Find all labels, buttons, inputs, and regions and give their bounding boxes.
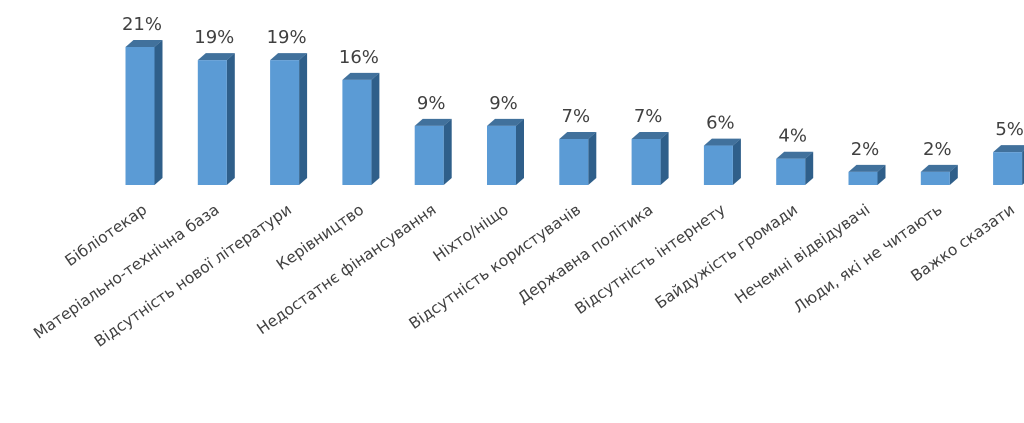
bar [849,165,886,185]
bar-front-face [776,159,805,185]
category-label: Байдужість громади [652,201,801,313]
bar-front-face [415,126,444,185]
data-label: 21% [122,14,162,35]
data-label: 16% [339,47,379,68]
bar-front-face [198,60,227,185]
bar-side-face [299,53,307,185]
bar-front-face [632,139,661,185]
data-label: 9% [417,93,446,114]
bar [126,40,163,185]
data-label: 7% [634,106,663,127]
data-label: 9% [489,93,518,114]
data-label: 7% [562,106,591,127]
data-label: 19% [267,27,307,48]
bar-side-face [444,119,452,185]
bar-front-face [993,152,1022,185]
data-label: 2% [923,139,952,160]
bar-side-face [227,53,235,185]
bar-front-face [559,139,588,185]
bar [487,119,524,185]
bar [776,152,813,185]
bar-front-face [126,47,155,185]
bar [921,165,958,185]
bar-front-face [704,146,733,185]
bar [342,73,379,185]
bar-front-face [849,172,878,185]
bar [632,132,669,185]
bar [559,132,596,185]
bar-front-face [270,60,299,185]
bar-front-face [342,80,371,185]
bar-front-face [487,126,516,185]
data-label: 19% [194,27,234,48]
data-label: 5% [995,119,1024,140]
bar-side-face [371,73,379,185]
bar-top-face [993,145,1024,152]
bar [993,145,1024,185]
bar [270,53,307,185]
data-label: 2% [851,139,880,160]
bar-front-face [921,172,950,185]
bar [198,53,235,185]
data-label: 4% [778,126,807,147]
data-label: 6% [706,113,735,134]
category-label: Нечемні відвідувачі [731,201,873,308]
bar [704,139,741,185]
bar-side-face [733,139,741,185]
bar-side-face [155,40,163,185]
bar-side-face [661,132,669,185]
bar-side-face [588,132,596,185]
bar [415,119,452,185]
bar-side-face [516,119,524,185]
category-label: Державна політика [515,201,657,308]
